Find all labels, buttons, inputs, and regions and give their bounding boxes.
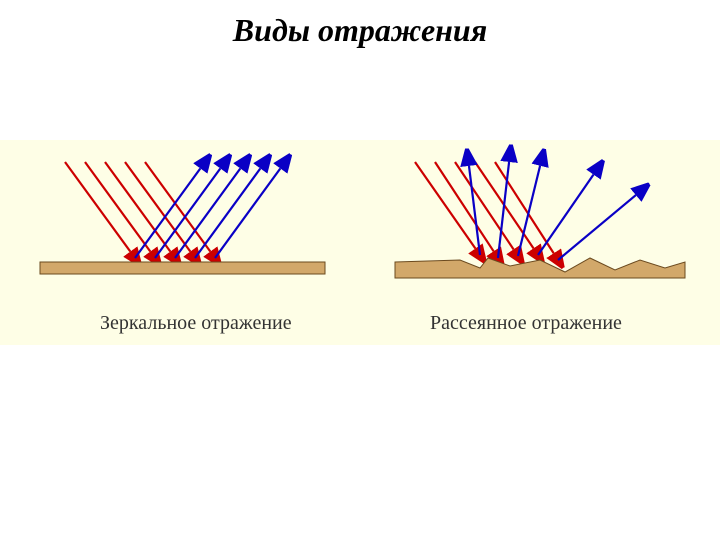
diagram-area: Зеркальное отражение Рассеянное отражени… <box>0 140 720 345</box>
panel-specular <box>25 140 345 340</box>
surface-diffuse <box>395 258 685 278</box>
page-title: Виды отражения <box>0 12 720 49</box>
panel-diffuse <box>380 140 700 340</box>
caption-diffuse: Рассеянное отражение <box>430 312 622 335</box>
caption-specular: Зеркальное отражение <box>100 312 292 335</box>
surface-specular <box>40 262 325 274</box>
